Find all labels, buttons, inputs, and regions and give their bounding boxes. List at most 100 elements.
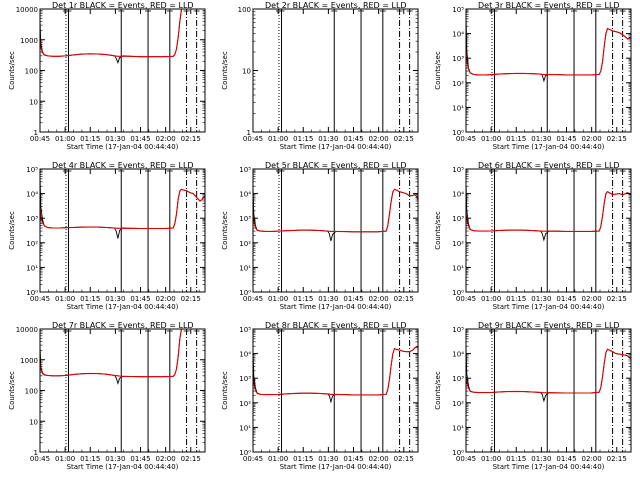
series-events-line <box>253 186 418 242</box>
series-lld-line <box>253 346 418 396</box>
x-tick-label: 01:00 <box>268 295 288 303</box>
y-tick-label: 10 <box>29 418 38 426</box>
plot-frame <box>39 168 206 293</box>
y-tick-label: 10¹ <box>239 264 251 272</box>
x-tick-label: 01:45 <box>556 135 576 143</box>
series-lld-line <box>466 27 631 76</box>
panel-det-6: Det 6r BLACK = Events, RED = LLD 10⁰ 10¹ 10… <box>434 161 632 311</box>
x-tick-label: 00:45 <box>243 295 263 303</box>
x-tick-label: 02:00 <box>582 135 602 143</box>
x-tick-label: 01:00 <box>55 135 75 143</box>
x-tick-label: 02:00 <box>369 135 389 143</box>
x-axis-label: Start Time (17-Jan-04 00:44:40) <box>280 303 392 311</box>
panel-title: Det 1r BLACK = Events, RED = LLD <box>52 1 194 10</box>
x-tick-label: 01:30 <box>531 135 551 143</box>
y-tick-label: 10² <box>452 240 464 248</box>
y-axis-label: Counts/sec <box>8 51 16 90</box>
series-events-line <box>466 14 631 83</box>
x-tick-label: 02:15 <box>394 135 414 143</box>
panel-det-4: Det 4r BLACK = Events, RED = LLD 10⁰ 10¹ 10… <box>8 161 206 311</box>
x-axis-label: Start Time (17-Jan-04 00:44:40) <box>493 463 605 471</box>
x-axis-label: Start Time (17-Jan-04 00:44:40) <box>280 463 392 471</box>
y-tick-label: 10 <box>29 98 38 106</box>
y-tick-label: 1 <box>34 129 38 137</box>
x-tick-label: 02:15 <box>394 455 414 463</box>
plot-frame <box>465 328 632 453</box>
x-tick-label: 01:15 <box>80 295 100 303</box>
x-tick-label: 01:30 <box>318 135 338 143</box>
plot-frame <box>252 328 419 453</box>
series-events-line <box>253 346 418 404</box>
y-tick-label: 10⁴ <box>452 191 464 199</box>
y-axis-label: Counts/sec <box>221 371 229 410</box>
x-tick-label: 00:45 <box>456 455 476 463</box>
x-tick-label: 02:15 <box>607 135 627 143</box>
panel-title: Det 4r BLACK = Events, RED = LLD <box>52 161 194 170</box>
y-tick-label: 1000 <box>20 37 38 45</box>
x-tick-label: 01:15 <box>293 295 313 303</box>
x-tick-label: 01:30 <box>531 455 551 463</box>
x-tick-label: 01:15 <box>506 295 526 303</box>
x-tick-label: 01:45 <box>556 295 576 303</box>
series-lld-line <box>40 188 205 230</box>
series-events-line <box>40 176 205 239</box>
y-tick-label: 10⁵ <box>239 326 251 334</box>
y-tick-label: 1000 <box>20 357 38 365</box>
x-tick-label: 01:30 <box>531 295 551 303</box>
x-tick-label: 02:00 <box>369 295 389 303</box>
x-tick-label: 00:45 <box>30 135 50 143</box>
y-tick-label: 10² <box>26 240 38 248</box>
panel-title: Det 5r BLACK = Events, RED = LLD <box>265 161 407 170</box>
y-tick-label: 100 <box>25 388 38 396</box>
x-axis-label: Start Time (17-Jan-04 00:44:40) <box>493 143 605 151</box>
x-tick-label: 01:15 <box>293 455 313 463</box>
x-tick-label: 01:15 <box>80 455 100 463</box>
panel-title: Det 8r BLACK = Events, RED = LLD <box>265 321 407 330</box>
y-tick-label: 10¹ <box>26 264 38 272</box>
x-tick-label: 00:45 <box>243 135 263 143</box>
x-tick-label: 02:15 <box>607 455 627 463</box>
y-tick-label: 10⁴ <box>239 191 251 199</box>
y-tick-label: 10⁵ <box>452 326 464 334</box>
panel-title: Det 2r BLACK = Events, RED = LLD <box>265 1 407 10</box>
x-tick-label: 01:30 <box>105 455 125 463</box>
x-tick-label: 01:00 <box>268 455 288 463</box>
panel-det-7: Det 7r BLACK = Events, RED = LLD 1 10 100 10… <box>8 321 206 471</box>
x-tick-label: 01:00 <box>481 295 501 303</box>
x-tick-label: 00:45 <box>456 295 476 303</box>
x-tick-label: 02:15 <box>181 135 201 143</box>
y-tick-label: 10000 <box>16 6 38 14</box>
y-tick-label: 10³ <box>26 215 38 223</box>
plot-frame <box>39 328 206 453</box>
y-tick-label: 10⁰ <box>26 289 38 297</box>
x-tick-label: 01:00 <box>481 135 501 143</box>
y-tick-label: 10⁰ <box>452 449 464 457</box>
plot-frame <box>465 8 632 133</box>
x-tick-label: 01:30 <box>105 295 125 303</box>
y-tick-label: 10³ <box>239 375 251 383</box>
x-tick-label: 00:45 <box>456 135 476 143</box>
y-axis-label: Counts/sec <box>8 211 16 250</box>
y-tick-label: 10⁵ <box>452 6 464 14</box>
x-axis-label: Start Time (17-Jan-04 00:44:40) <box>67 463 179 471</box>
x-tick-label: 02:00 <box>369 455 389 463</box>
panel-det-8: Det 8r BLACK = Events, RED = LLD 10⁰ 10¹ 10… <box>221 321 419 471</box>
y-tick-label: 10 <box>242 68 251 76</box>
x-tick-label: 02:00 <box>582 295 602 303</box>
x-tick-label: 02:00 <box>156 295 176 303</box>
panel-det-3: Det 3r BLACK = Events, RED = LLD 10⁰ 10¹ 10… <box>434 1 632 151</box>
x-tick-label: 01:45 <box>343 455 363 463</box>
y-tick-label: 10³ <box>239 215 251 223</box>
y-tick-label: 10¹ <box>239 424 251 432</box>
x-tick-label: 01:45 <box>130 455 150 463</box>
y-tick-label: 10⁵ <box>26 166 38 174</box>
x-tick-label: 01:00 <box>268 135 288 143</box>
y-tick-label: 10⁰ <box>239 449 251 457</box>
series-lld-line <box>40 9 205 58</box>
panel-title: Det 7r BLACK = Events, RED = LLD <box>52 321 194 330</box>
y-tick-label: 10⁵ <box>452 166 464 174</box>
panel-title: Det 6r BLACK = Events, RED = LLD <box>478 161 620 170</box>
y-axis-label: Counts/sec <box>434 371 442 410</box>
plot-frame <box>252 8 419 133</box>
